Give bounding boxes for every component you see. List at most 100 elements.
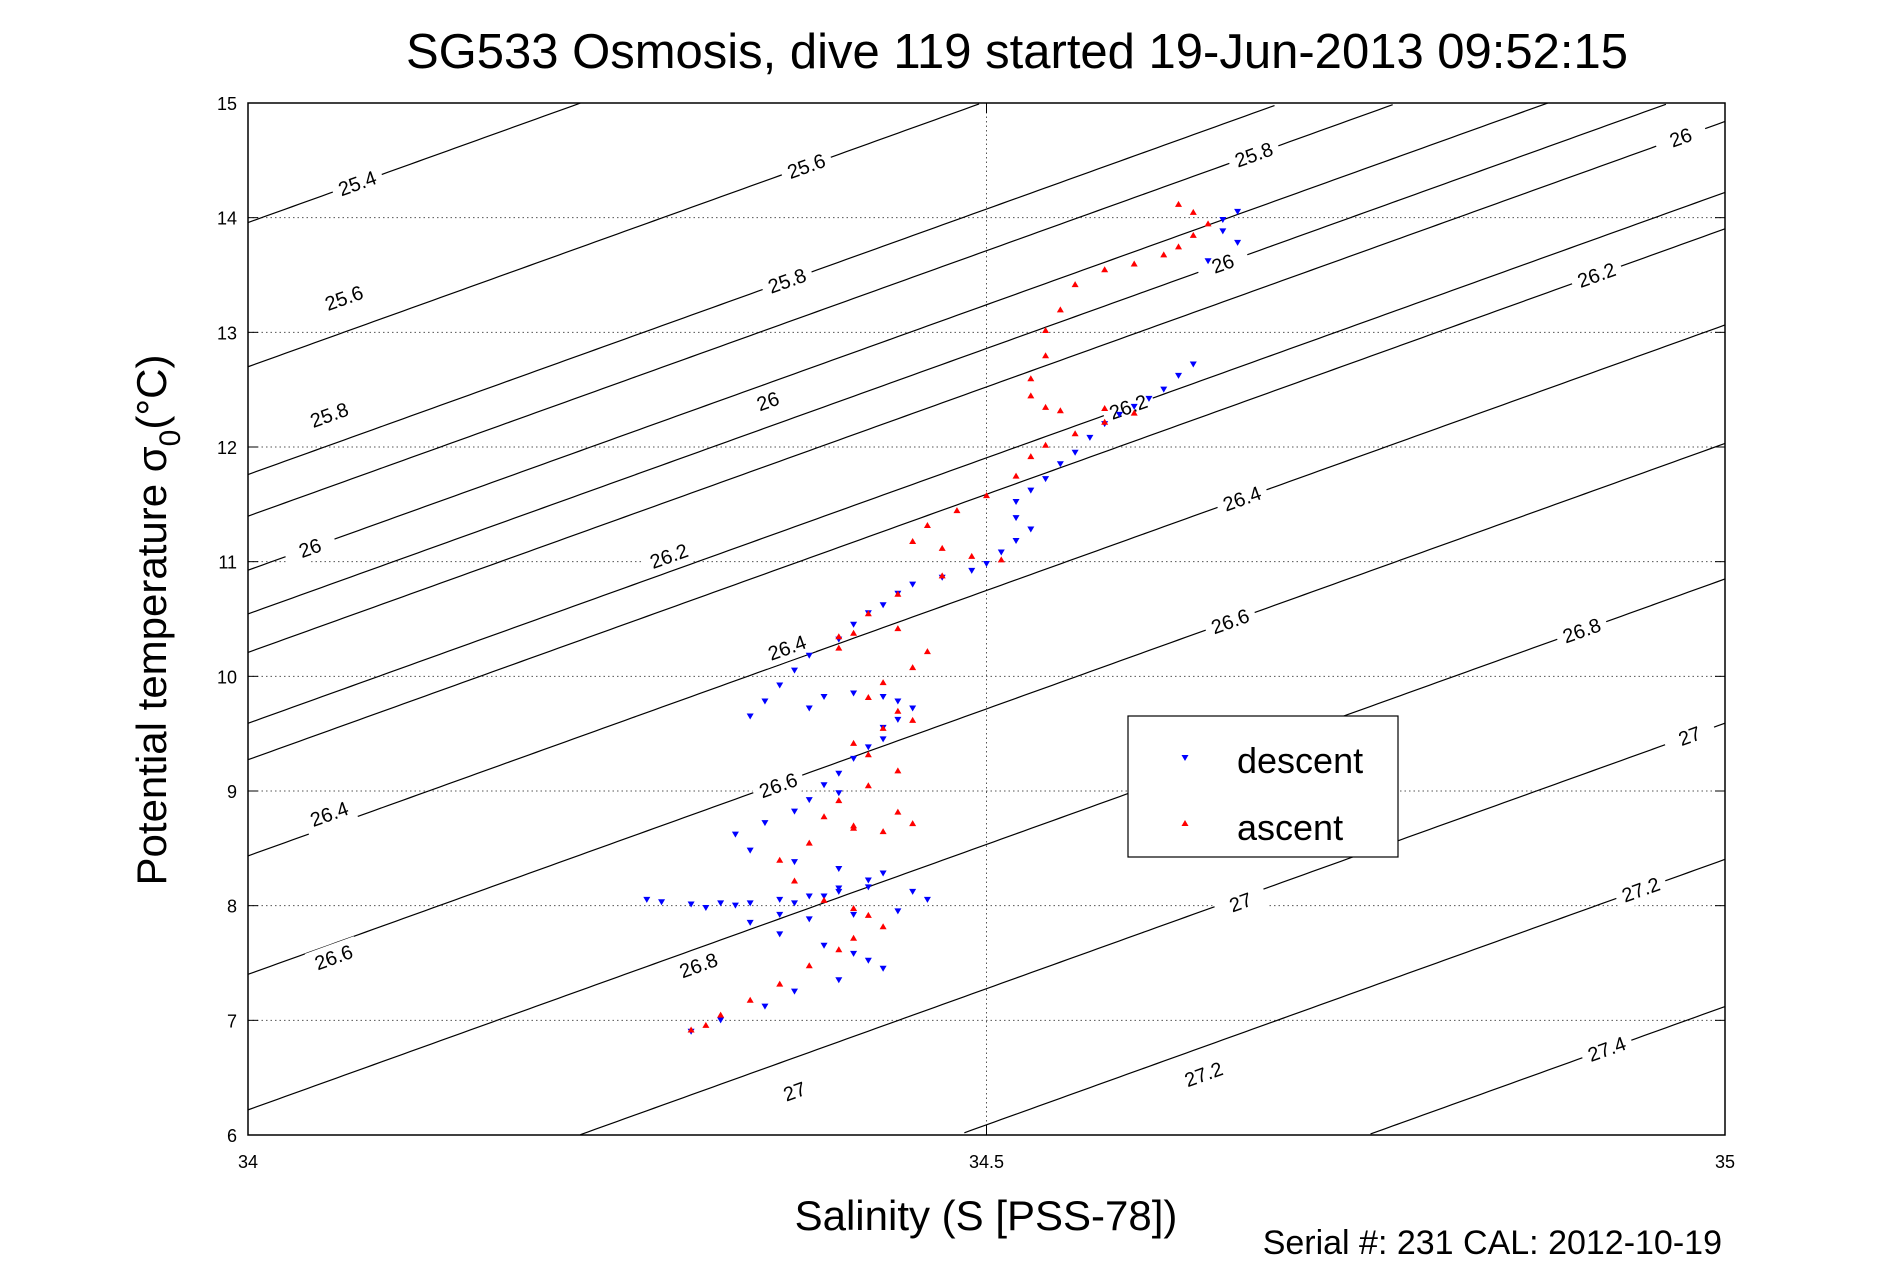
descent-point <box>983 560 990 567</box>
descent-point <box>864 884 872 891</box>
ascent-point <box>1160 251 1168 258</box>
x-tick-label: 34.5 <box>969 1152 1004 1172</box>
descent-point <box>820 693 828 700</box>
y-axis-label: Potential temperature σ0(°C) <box>128 355 187 886</box>
density-contours <box>247 102 1726 1136</box>
isopycnal-line <box>580 722 1726 1136</box>
ascent-point <box>879 679 887 686</box>
ascent-point <box>1027 392 1035 399</box>
ascent-point <box>1056 407 1064 414</box>
ascent-point <box>835 644 843 651</box>
ascent-point <box>776 980 784 987</box>
descent-point <box>658 899 666 906</box>
contour-label-bg <box>1567 253 1626 297</box>
ascent-point <box>983 492 990 499</box>
descent-point <box>761 820 769 827</box>
descent-point <box>805 797 813 804</box>
ascent-point <box>879 724 887 731</box>
ascent-point <box>864 782 872 789</box>
descent-point <box>805 893 813 900</box>
descent-point <box>776 682 784 689</box>
ascent-point <box>1189 231 1197 238</box>
ascent-point <box>894 625 902 632</box>
ascent-point <box>835 797 843 804</box>
descent-point <box>864 957 872 964</box>
descent-point <box>835 885 843 892</box>
y-tick-label: 14 <box>217 209 237 229</box>
descent-point <box>1145 395 1153 402</box>
contour-label-bg <box>300 393 359 436</box>
descent-point <box>776 911 784 918</box>
descent-point <box>790 988 798 995</box>
ascent-point <box>879 923 887 930</box>
y-axis-label-subscript: 0 <box>154 430 187 447</box>
ascent-point <box>776 856 784 863</box>
descent-point <box>702 904 710 911</box>
descent-point <box>1071 449 1079 456</box>
isopycnal-line <box>247 102 581 224</box>
descent-point <box>968 567 976 574</box>
contour-label-bg <box>304 936 363 979</box>
y-tick-label: 15 <box>217 94 237 114</box>
descent-point <box>776 931 784 938</box>
ascent-point <box>864 911 872 918</box>
y-tick-label: 10 <box>217 667 237 687</box>
isopycnal-line <box>247 103 980 368</box>
descent-point <box>746 847 754 854</box>
descent-point <box>805 652 813 659</box>
ascent-point <box>835 633 843 640</box>
legend-box <box>1127 715 1399 858</box>
descent-point <box>850 755 858 762</box>
ascent-point <box>1042 403 1050 410</box>
ascent-point <box>850 904 858 911</box>
ascent-series <box>687 200 1212 1033</box>
descent-point <box>1012 499 1020 506</box>
descent-point <box>776 896 784 903</box>
descent-point <box>835 977 843 984</box>
descent-point <box>731 831 739 838</box>
contour-label-bg <box>1660 714 1719 757</box>
ascent-point <box>938 572 946 579</box>
contour-label-bg <box>1224 133 1283 176</box>
ascent-point <box>864 751 872 758</box>
descent-point <box>1027 487 1035 494</box>
ascent-point <box>687 1026 695 1033</box>
ascent-point <box>1027 453 1035 460</box>
descent-point <box>894 698 902 705</box>
isopycnal-line <box>1370 1005 1726 1135</box>
ascent-point <box>1175 200 1183 207</box>
chart-title: SG533 Osmosis, dive 119 started 19-Jun-2… <box>406 25 1628 79</box>
ascent-point <box>894 808 902 815</box>
isopycnal-line <box>247 191 1726 724</box>
descent-point <box>820 782 828 789</box>
contour-label-bg <box>758 626 816 669</box>
ascent-point <box>909 664 917 671</box>
descent-point <box>909 705 917 712</box>
ascent-point <box>953 507 961 514</box>
ascent-point <box>1101 418 1109 425</box>
descent-point <box>1204 258 1212 265</box>
descent-point <box>879 870 887 877</box>
ascent-point <box>1101 266 1109 273</box>
descent-point <box>835 790 843 797</box>
descent-point <box>835 865 843 872</box>
descent-point <box>909 581 917 588</box>
legend-ascent-marker <box>1181 820 1189 826</box>
contour-label-bg <box>1211 881 1270 924</box>
ascent-point <box>1056 306 1064 313</box>
ascent-point <box>1130 409 1138 416</box>
descent-point <box>835 888 843 895</box>
ascent-point <box>850 629 858 636</box>
isopycnal-line <box>247 324 1726 857</box>
ascent-point <box>820 896 828 903</box>
isopycnal-line <box>247 103 1667 615</box>
ascent-point <box>790 877 798 884</box>
ascent-point <box>894 767 902 774</box>
descent-point <box>1086 434 1094 441</box>
descent-point <box>687 901 695 908</box>
descent-point <box>850 911 858 918</box>
contour-label-bg <box>315 276 373 319</box>
ascent-point <box>923 521 931 528</box>
descent-point <box>1130 403 1138 410</box>
contour-label-bg <box>328 162 387 205</box>
